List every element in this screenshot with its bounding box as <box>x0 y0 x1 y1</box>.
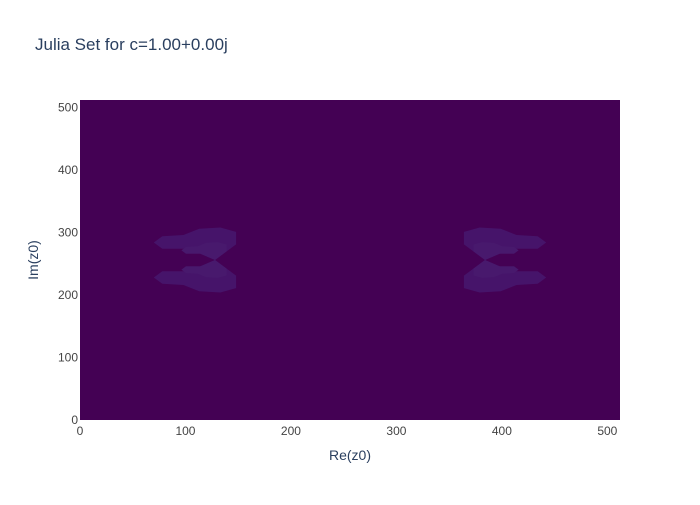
x-axis-ticks: 0 100 200 300 400 500 <box>77 424 618 438</box>
chart-title: Julia Set for c=1.00+0.00j <box>35 35 228 54</box>
y-tick-label: 300 <box>58 226 78 240</box>
y-tick-label: 0 <box>71 413 78 427</box>
y-tick-label: 400 <box>58 163 78 177</box>
x-tick-label: 300 <box>386 424 406 438</box>
julia-lobe <box>473 260 519 278</box>
x-tick-label: 400 <box>492 424 512 438</box>
x-tick-label: 100 <box>175 424 195 438</box>
x-axis-label: Re(z0) <box>329 447 371 463</box>
heatmap-background <box>80 100 620 420</box>
x-tick-label: 500 <box>597 424 617 438</box>
x-tick-label: 0 <box>77 424 84 438</box>
plot-area <box>80 100 620 420</box>
y-tick-label: 100 <box>58 351 78 365</box>
julia-lobe <box>181 242 227 260</box>
fractal-layer <box>153 227 547 293</box>
y-axis-ticks: 0 100 200 300 400 500 <box>58 101 78 428</box>
y-axis-label: Im(z0) <box>25 240 41 280</box>
x-tick-label: 200 <box>281 424 301 438</box>
y-tick-label: 500 <box>58 101 78 115</box>
y-tick-label: 200 <box>58 288 78 302</box>
julia-lobe <box>181 260 227 278</box>
julia-lobe <box>473 242 519 260</box>
